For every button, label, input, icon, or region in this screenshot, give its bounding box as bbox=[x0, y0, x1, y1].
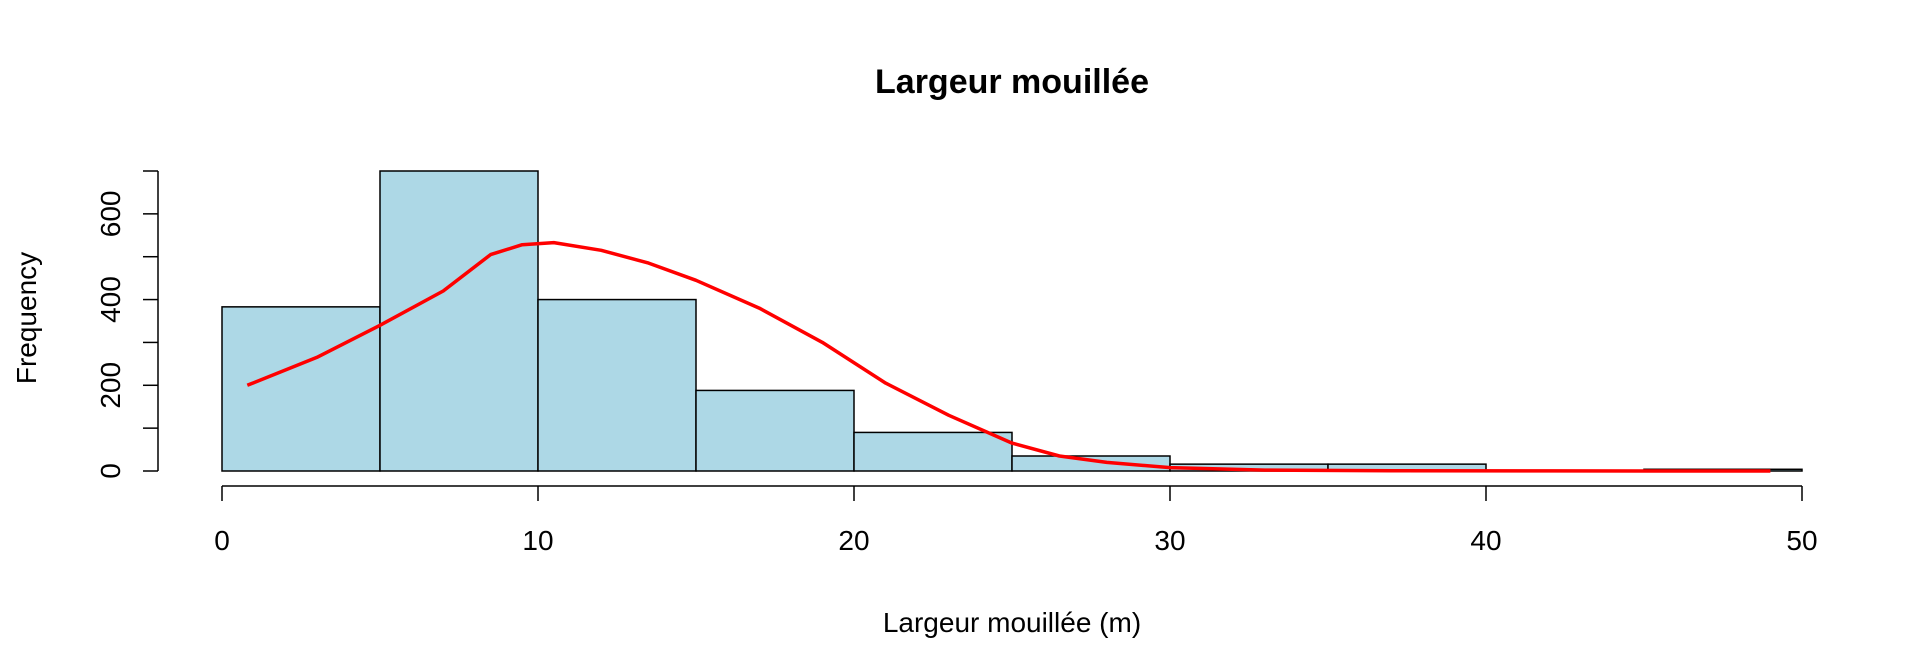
y-tick-label-1: 200 bbox=[95, 362, 126, 409]
histogram-bar-4 bbox=[853, 431, 1013, 472]
chart-title: Largeur mouillée bbox=[875, 63, 1149, 101]
y-tick-label-0: 0 bbox=[95, 463, 126, 479]
y-axis-label: Frequency bbox=[11, 252, 42, 384]
histogram-bar-2 bbox=[537, 298, 697, 472]
density-curve-layer bbox=[246, 240, 1771, 473]
x-tick-label-5: 50 bbox=[1786, 525, 1817, 556]
histogram-bars bbox=[221, 170, 1803, 472]
x-tick-label-4: 40 bbox=[1470, 525, 1501, 556]
x-tick-label-1: 10 bbox=[522, 525, 553, 556]
y-tick-label-2: 400 bbox=[95, 276, 126, 323]
histogram-bar-0 bbox=[221, 306, 381, 472]
y-tick-label-3: 600 bbox=[95, 190, 126, 237]
histogram-bar-5 bbox=[1011, 455, 1171, 472]
x-axis-label: Largeur mouillée (m) bbox=[883, 607, 1141, 638]
x-tick-label-0: 0 bbox=[214, 525, 230, 556]
histogram-bar-1 bbox=[379, 170, 539, 472]
y-axis: 0 200 400 600 bbox=[95, 170, 159, 479]
histogram-bar-3 bbox=[695, 389, 855, 472]
x-tick-label-3: 30 bbox=[1154, 525, 1185, 556]
x-tick-label-2: 20 bbox=[838, 525, 869, 556]
density-curve bbox=[246, 240, 1771, 473]
x-axis: 0 10 20 30 40 50 bbox=[214, 485, 1818, 556]
